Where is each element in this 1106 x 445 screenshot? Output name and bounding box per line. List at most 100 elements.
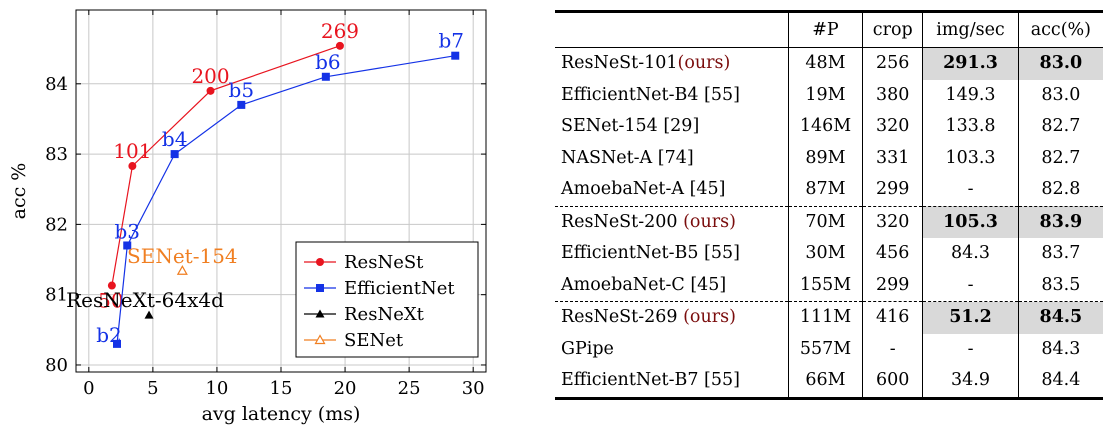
data-point bbox=[335, 41, 344, 50]
params-cell: 89M bbox=[787, 142, 863, 174]
table-row: AmoebaNet-A [45] 87M 299-82.8 bbox=[555, 174, 1103, 206]
x-tick-label: 30 bbox=[462, 378, 485, 399]
data-label: 200 bbox=[191, 64, 229, 88]
y-tick-label: 82 bbox=[45, 214, 68, 235]
series-resnest: 50 101 200 269 bbox=[98, 19, 359, 313]
model-name: AmoebaNet-A [45] bbox=[561, 179, 726, 199]
x-tick-label: 5 bbox=[147, 378, 158, 399]
model-cell: GPipe bbox=[555, 334, 788, 366]
speed-cell: - bbox=[922, 174, 1019, 206]
params-cell: 19M bbox=[787, 79, 863, 111]
data-label: b5 bbox=[229, 78, 255, 102]
x-tick-label: 25 bbox=[398, 378, 421, 399]
acc-cell: 82.8 bbox=[1017, 174, 1103, 206]
crop-cell: 299 bbox=[862, 174, 923, 206]
table-row: EfficientNet-B7 [55] 66M 600 34.9 84.4 bbox=[555, 365, 1103, 400]
crop-cell: 456 bbox=[862, 238, 923, 270]
acc-cell: 84.5 bbox=[1017, 301, 1103, 334]
latency-accuracy-chart: 0 5 10 15 20 25 30 80 81 82 83 84 avg latency (ms) ac… bbox=[0, 0, 500, 445]
crop-cell: 600 bbox=[862, 365, 923, 400]
acc-cell: 83.7 bbox=[1017, 238, 1103, 270]
chart-svg: 0 5 10 15 20 25 30 80 81 82 83 84 avg latency (ms) ac… bbox=[8, 9, 487, 425]
table-header-cell: img/sec bbox=[922, 10, 1019, 48]
model-name: EfficientNet-B4 [55] bbox=[561, 84, 740, 105]
model-cell: NASNet-A [74] bbox=[555, 143, 788, 175]
crop-cell: 320 bbox=[862, 111, 923, 143]
crop-cell: - bbox=[862, 333, 923, 365]
speed-cell: 149.3 bbox=[922, 79, 1019, 111]
y-tick-label: 81 bbox=[45, 285, 68, 306]
legend-box bbox=[295, 241, 479, 358]
table-row: EfficientNet-B4 [55] 19M 380 149.3 83.0 bbox=[555, 79, 1103, 112]
speed-cell: 105.3 bbox=[922, 205, 1019, 238]
y-tick-label: 80 bbox=[45, 355, 68, 376]
model-cell: AmoebaNet-C [45] bbox=[555, 270, 788, 302]
speed-cell: 34.9 bbox=[922, 365, 1019, 400]
model-name: EfficientNet-B5 [55] bbox=[561, 243, 740, 263]
acc-cell: 83.0 bbox=[1017, 47, 1103, 80]
table-header-cell: acc(%) bbox=[1017, 10, 1103, 48]
legend: ResNeSt EfficientNet ResNeXt SENet bbox=[295, 241, 479, 358]
speed-cell: - bbox=[922, 333, 1019, 365]
acc-cell: 82.7 bbox=[1017, 111, 1103, 143]
table-row: SENet-154 [29] 146M 320 133.8 82.7 bbox=[555, 111, 1103, 143]
legend-label: ResNeXt bbox=[344, 304, 425, 325]
acc-cell: 84.3 bbox=[1017, 333, 1103, 365]
model-name: AmoebaNet-C [45] bbox=[561, 274, 727, 295]
legend-label: EfficientNet bbox=[344, 278, 455, 299]
y-tick-label: 84 bbox=[45, 74, 68, 95]
table-header-cell: #P bbox=[787, 10, 863, 48]
data-label: ResNeXt-64x4d bbox=[66, 288, 224, 312]
acc-cell: 84.4 bbox=[1017, 365, 1103, 400]
params-cell: 557M bbox=[787, 333, 863, 365]
model-cell: ResNeSt-200 (ours) bbox=[555, 205, 789, 238]
table-row: ResNeSt-200 (ours) 70M 320 105.3 83.9 bbox=[555, 205, 1103, 238]
table-row: EfficientNet-B5 [55] 30M 456 84.3 83.7 bbox=[555, 238, 1103, 270]
comparison-table-wrap: #P crop img/sec acc(%) ResNeSt-101(ours) 48M 2… bbox=[555, 10, 1103, 400]
legend-label: SENet bbox=[344, 330, 404, 351]
crop-cell: 256 bbox=[862, 47, 923, 80]
table-row: AmoebaNet-C [45] 155M 299-83.5 bbox=[555, 269, 1103, 302]
model-cell: EfficientNet-B4 [55] bbox=[555, 80, 788, 112]
series-efficientnet: b2 b3 b4 b5 b6 b7 bbox=[96, 29, 464, 348]
params-cell: 87M bbox=[787, 174, 863, 206]
x-tick-label: 15 bbox=[270, 378, 293, 399]
data-point bbox=[176, 265, 188, 275]
table-header-cell bbox=[555, 10, 789, 48]
series-senet: SENet-154 bbox=[127, 244, 238, 275]
y-axis-title: acc % bbox=[8, 163, 30, 220]
data-point bbox=[170, 150, 179, 159]
model-name: ResNeSt-200 bbox=[561, 211, 684, 232]
comparison-table: #P crop img/sec acc(%) ResNeSt-101(ours) 48M 2… bbox=[555, 10, 1103, 400]
model-cell: AmoebaNet-A [45] bbox=[555, 174, 788, 206]
speed-cell: 51.2 bbox=[922, 301, 1019, 334]
data-label: b4 bbox=[162, 127, 188, 151]
data-label: b3 bbox=[114, 219, 140, 243]
data-point bbox=[144, 310, 154, 319]
legend-marker bbox=[316, 258, 324, 266]
acc-cell: 83.5 bbox=[1017, 269, 1103, 302]
data-point bbox=[113, 339, 121, 348]
data-point bbox=[451, 51, 460, 60]
table-header-cell: crop bbox=[862, 10, 923, 48]
speed-cell: 103.3 bbox=[922, 142, 1019, 174]
params-cell: 146M bbox=[787, 111, 863, 143]
model-cell: SENet-154 [29] bbox=[555, 111, 788, 143]
data-label: b6 bbox=[315, 50, 341, 74]
legend-marker bbox=[315, 309, 325, 318]
params-cell: 30M bbox=[787, 238, 863, 270]
model-name: ResNeSt-269 bbox=[561, 307, 684, 327]
table-row: ResNeSt-269 (ours) 111M 416 51.2 84.5 bbox=[555, 301, 1103, 334]
model-name: EfficientNet-B7 [55] bbox=[561, 370, 740, 390]
params-cell: 66M bbox=[787, 365, 863, 400]
x-tick-label: 20 bbox=[334, 378, 357, 399]
y-tick-label: 83 bbox=[45, 144, 68, 165]
model-name: NASNet-A [74] bbox=[561, 147, 694, 168]
table-row: NASNet-A [74] 89M 331 103.3 82.7 bbox=[555, 142, 1103, 175]
speed-cell: 291.3 bbox=[922, 47, 1019, 80]
params-cell: 111M bbox=[787, 301, 863, 334]
model-cell: EfficientNet-B5 [55] bbox=[555, 238, 788, 270]
speed-cell: 133.8 bbox=[922, 111, 1019, 143]
model-cell: ResNeSt-269 (ours) bbox=[555, 301, 789, 334]
speed-cell: 84.3 bbox=[922, 238, 1019, 270]
